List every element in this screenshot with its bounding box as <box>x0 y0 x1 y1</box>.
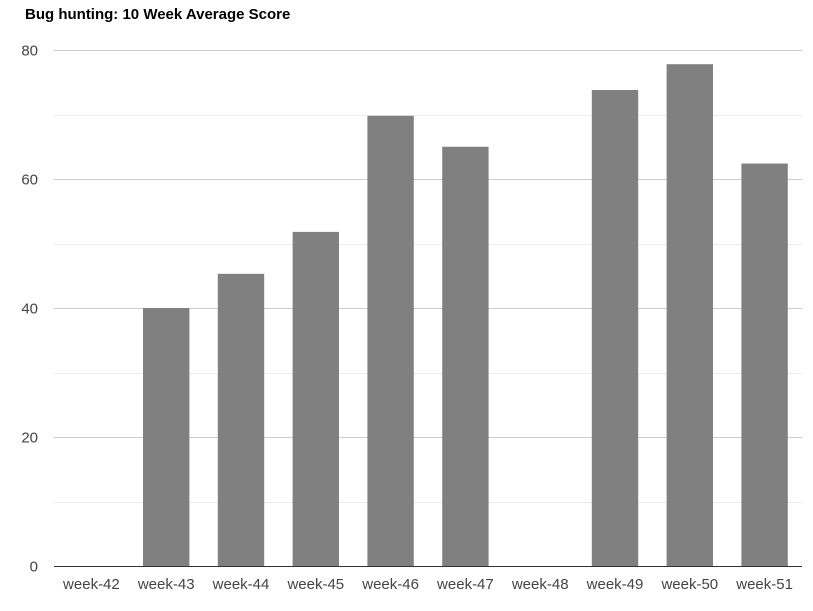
bar-week-49 <box>591 89 639 567</box>
x-tick-label: week-45 <box>286 576 344 593</box>
chart-title: Bug hunting: 10 Week Average Score <box>25 6 291 23</box>
y-tick-label: 60 <box>21 172 38 189</box>
bar-week-45 <box>292 231 339 566</box>
bars <box>143 64 788 567</box>
tick-labels: 0 20 40 60 80 week-42 week-43 week-44 week-45 wee… <box>21 43 793 594</box>
y-tick-label: 80 <box>21 43 38 60</box>
x-tick-label: week-42 <box>62 576 120 593</box>
bar-week-51 <box>741 163 788 566</box>
x-tick-label: week-44 <box>212 576 270 593</box>
x-tick-label: week-51 <box>735 576 793 593</box>
y-tick-label: 0 <box>30 559 38 576</box>
x-tick-label: week-47 <box>436 576 494 593</box>
x-tick-label: week-46 <box>361 576 419 593</box>
x-tick-label: week-50 <box>660 576 718 593</box>
y-tick-label: 40 <box>21 301 38 318</box>
y-tick-label: 20 <box>21 430 38 447</box>
bar-week-47 <box>442 146 489 566</box>
x-tick-label: week-49 <box>586 576 644 593</box>
bar-week-50 <box>666 64 713 566</box>
bar-week-46 <box>367 115 414 566</box>
x-tick-label: week-43 <box>137 576 195 593</box>
bar-week-43 <box>143 308 190 566</box>
x-tick-label: week-48 <box>511 576 569 593</box>
bar-week-44 <box>217 273 265 566</box>
